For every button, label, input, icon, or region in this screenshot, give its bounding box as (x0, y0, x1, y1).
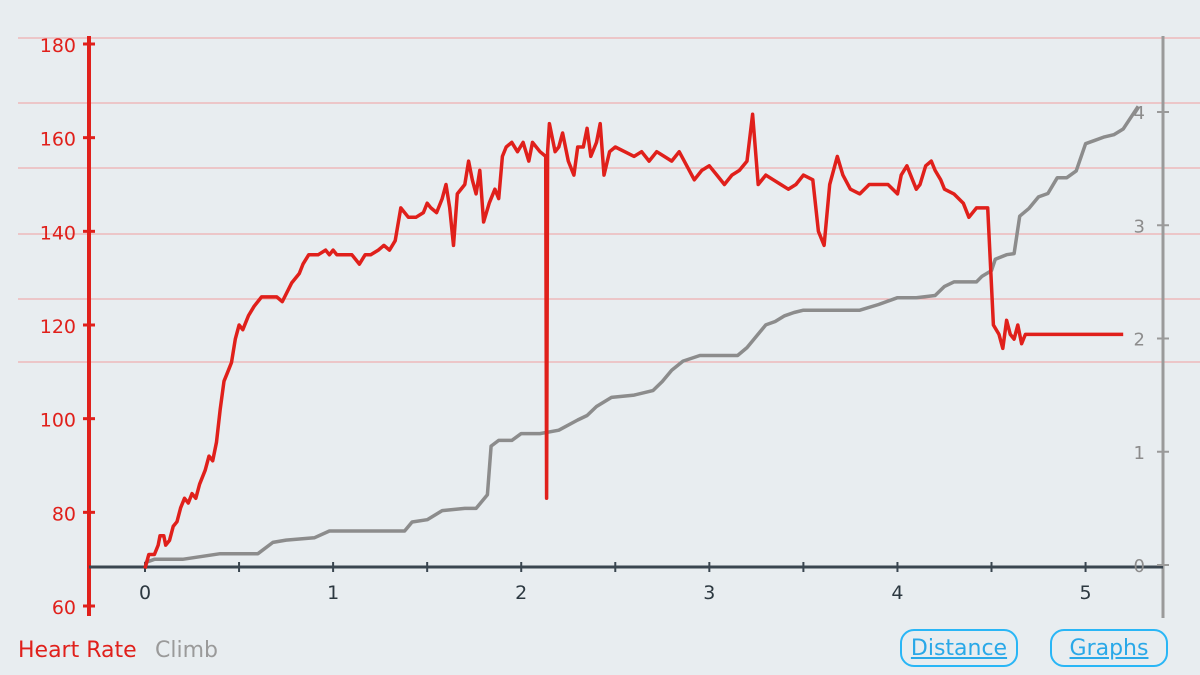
x-tick-label: 1 (327, 582, 339, 604)
tick-labels: 60 80 100 120 140 160 180 0 1 2 3 4 0 1 2 3 4 5 (40, 35, 1145, 619)
left-tick-label: 100 (40, 410, 76, 432)
grid-lines (18, 37, 1200, 363)
left-tick-label: 180 (40, 35, 76, 57)
left-tick-label: 160 (40, 129, 76, 151)
right-tick-label: 0 (1134, 556, 1145, 577)
legend-climb: Climb (155, 638, 218, 663)
axes (83, 36, 1169, 618)
right-tick-label: 3 (1134, 216, 1145, 237)
heart-rate-line (143, 112, 1124, 569)
right-tick-label: 1 (1134, 443, 1145, 464)
series-lines (143, 105, 1140, 569)
x-tick-label: 0 (139, 582, 151, 604)
x-tick-label: 5 (1080, 582, 1092, 604)
right-tick-label: 4 (1134, 103, 1145, 124)
x-tick-label: 3 (703, 582, 715, 604)
legend-heart-rate: Heart Rate (18, 638, 137, 663)
left-tick-label: 80 (52, 503, 76, 525)
x-tick-label: 4 (891, 582, 903, 604)
left-tick-label: 60 (52, 597, 76, 619)
chart: 60 80 100 120 140 160 180 0 1 2 3 4 0 1 2 3 4 5 (18, 35, 1200, 619)
left-tick-label: 140 (40, 222, 76, 244)
left-tick-label: 120 (40, 316, 76, 338)
graphs-button[interactable]: Graphs (1050, 629, 1168, 667)
x-tick-label: 2 (515, 582, 527, 604)
climb-line (144, 105, 1140, 565)
distance-button[interactable]: Distance (900, 629, 1018, 667)
right-tick-label: 2 (1134, 330, 1145, 351)
